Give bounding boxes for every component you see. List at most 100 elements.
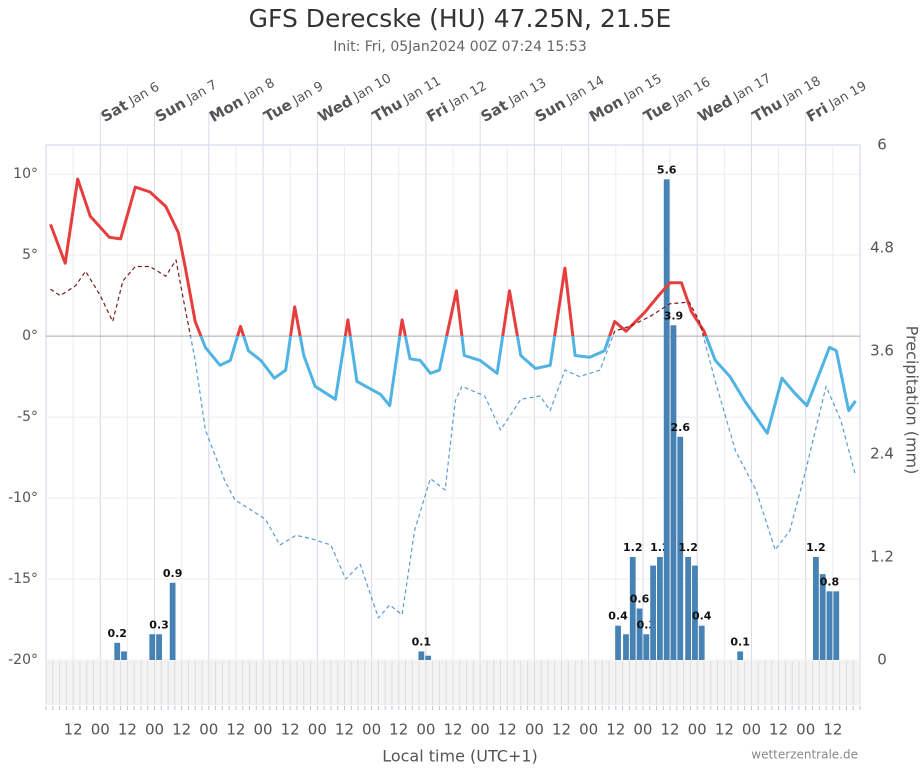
x-tick-label: 00 — [471, 721, 490, 739]
precip-label: 1.2 — [678, 541, 698, 554]
x-tick-label: 12 — [389, 721, 408, 739]
y2-tick-label: 1.2 — [870, 548, 894, 566]
day-date: Jan 9 — [289, 79, 325, 109]
precip-label: 3.9 — [664, 309, 684, 322]
x-tick-label: 00 — [796, 721, 815, 739]
day-weekday: Sun — [532, 94, 569, 126]
precip-label: 0.1 — [412, 635, 432, 648]
x-tick-label: 00 — [742, 721, 761, 739]
precip-bar — [149, 634, 155, 660]
x-tick-label: 00 — [362, 721, 381, 739]
y-tick-label: -15° — [8, 571, 38, 587]
precip-bar — [637, 609, 643, 661]
precip-bar — [121, 651, 127, 660]
x-tick-label: 00 — [579, 721, 598, 739]
y-tick-label: -5° — [17, 409, 38, 425]
x-tick-label: 00 — [199, 721, 218, 739]
precip-bar — [664, 179, 670, 660]
precip-label: 0.2 — [107, 627, 127, 640]
precip-label: 0.6 — [630, 593, 650, 606]
day-weekday: Tue — [640, 95, 674, 125]
precip-label: 0.1 — [730, 635, 750, 648]
x-tick-label: 12 — [226, 721, 245, 739]
precip-label: 0.4 — [608, 610, 628, 623]
x-tick-label: 00 — [145, 721, 164, 739]
day-weekday: Fri — [423, 99, 451, 126]
x-tick-label: 12 — [498, 721, 517, 739]
source-credit: wetterzentrale.de — [751, 748, 858, 762]
day-label: SatJan 6 — [98, 77, 163, 125]
day-weekday: Thu — [369, 94, 405, 125]
day-date: Jan 19 — [825, 78, 869, 112]
x-tick-label: 12 — [769, 721, 788, 739]
x-tick-label: 12 — [172, 721, 191, 739]
x-tick-label: 12 — [335, 721, 354, 739]
precip-bar — [643, 634, 649, 660]
precip-label: 0.9 — [163, 567, 183, 580]
day-date: Jan 8 — [241, 75, 277, 105]
y-tick-label: 5° — [22, 247, 38, 263]
precip-bar — [650, 566, 656, 660]
day-weekday: Tue — [260, 95, 294, 125]
precip-bar — [813, 557, 819, 660]
x-axis-label: Local time (UTC+1) — [382, 747, 538, 766]
chart-title: GFS Derecske (HU) 47.25N, 21.5E — [249, 4, 672, 33]
day-date: Jan 6 — [125, 79, 161, 109]
day-weekday: Fri — [803, 99, 831, 126]
precip-bar — [170, 583, 176, 660]
x-tick-label: 00 — [688, 721, 707, 739]
precip-label: 0.4 — [692, 610, 712, 623]
precip-bar — [685, 557, 691, 660]
day-weekday: Thu — [749, 94, 785, 125]
day-weekday: Sat — [477, 96, 510, 126]
y2-tick-label: 3.6 — [870, 342, 894, 360]
precip-label: 5.6 — [657, 163, 677, 176]
x-tick-label: 00 — [633, 721, 652, 739]
precip-label: 0.8 — [820, 575, 840, 588]
x-tick-label: 12 — [715, 721, 734, 739]
y2-tick-label: 6 — [877, 136, 887, 154]
precip-label: 2.6 — [670, 421, 690, 434]
precip-bar — [657, 557, 663, 660]
x-tick-label: 12 — [823, 721, 842, 739]
precip-label: 1.2 — [806, 541, 826, 554]
day-weekday: Mon — [206, 92, 246, 126]
chart-subtitle: Init: Fri, 05Jan2024 00Z 07:24 15:53 — [333, 39, 587, 55]
day-weekday: Mon — [586, 92, 626, 126]
precip-bar — [615, 626, 621, 660]
y2-axis-label: Precipitation (mm) — [903, 326, 921, 475]
day-weekday: Sat — [98, 96, 131, 126]
precip-bar — [114, 643, 120, 660]
day-weekday: Wed — [694, 91, 735, 125]
precip-bar — [156, 634, 162, 660]
x-tick-label: 12 — [64, 721, 83, 739]
y2-tick-label: 0 — [877, 651, 887, 669]
x-tick-label: 12 — [281, 721, 300, 739]
y-tick-label: -20° — [8, 652, 38, 668]
precip-bar — [833, 591, 839, 660]
precip-label: 0.3 — [149, 618, 169, 631]
y2-tick-label: 4.8 — [870, 239, 894, 257]
precip-label: 1.2 — [623, 541, 643, 554]
y2-tick-label: 2.4 — [870, 445, 894, 463]
day-weekday: Wed — [315, 91, 356, 125]
precip-bar — [737, 651, 743, 660]
x-tick-label: 12 — [606, 721, 625, 739]
precip-bar — [425, 656, 431, 660]
x-tick-label: 12 — [661, 721, 680, 739]
x-tick-label: 00 — [254, 721, 273, 739]
precip-bar — [630, 557, 636, 660]
y-tick-label: 0° — [22, 328, 38, 344]
x-tick-label: 12 — [552, 721, 571, 739]
precip-bar — [827, 591, 833, 660]
x-tick-label: 00 — [525, 721, 544, 739]
x-tick-label: 00 — [91, 721, 110, 739]
x-tick-label: 12 — [443, 721, 462, 739]
precip-bar — [623, 634, 629, 660]
day-date: Jan 7 — [183, 77, 219, 107]
x-tick-label: 00 — [416, 721, 435, 739]
x-tick-label: 00 — [308, 721, 327, 739]
precip-bar — [671, 325, 677, 660]
